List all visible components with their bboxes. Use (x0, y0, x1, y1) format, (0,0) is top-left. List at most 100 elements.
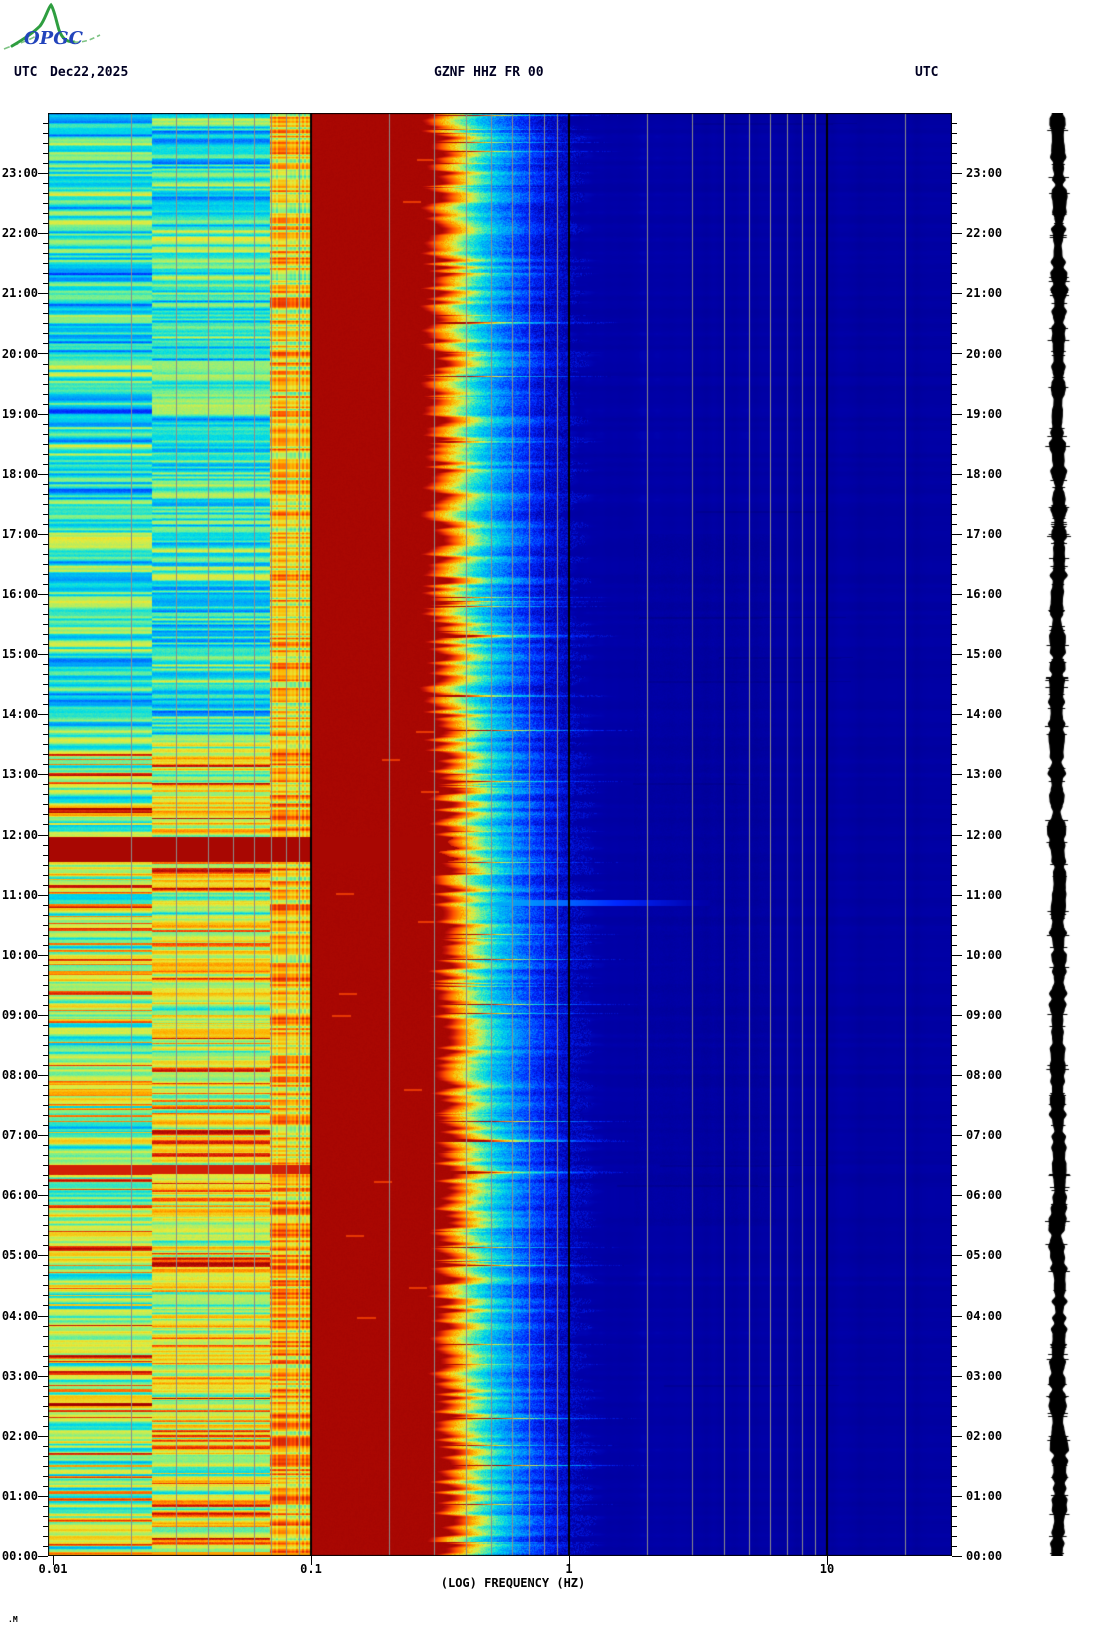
y-tick-right (952, 1135, 962, 1136)
y-tick-left (38, 714, 48, 715)
y-tick-right (952, 835, 962, 836)
y-tick-left (43, 995, 48, 996)
y-tick-right (952, 684, 957, 685)
logo-mountain-icon (10, 2, 76, 48)
y-axis-label-left: 01:00 (1, 1488, 38, 1503)
y-tick-left (43, 1205, 48, 1206)
y-tick-left (43, 674, 48, 675)
y-tick-left (43, 1105, 48, 1106)
y-tick-right (952, 985, 957, 986)
y-tick-right (952, 1295, 957, 1296)
y-tick-left (43, 554, 48, 555)
y-tick-right (952, 1045, 957, 1046)
y-axis-label-left: 08:00 (1, 1068, 38, 1082)
y-axis-label-left: 22:00 (1, 226, 38, 241)
y-tick-left (43, 1466, 48, 1467)
y-tick-right (952, 905, 957, 906)
y-tick-left (43, 544, 48, 545)
y-axis-label-left: 16:00 (1, 587, 38, 601)
y-tick-left (43, 1265, 48, 1266)
y-tick-right (952, 1215, 957, 1216)
y-tick-right (952, 1436, 962, 1437)
y-tick-left (43, 313, 48, 314)
y-tick-left (43, 1456, 48, 1457)
y-tick-right (952, 724, 957, 725)
y-tick-right (952, 524, 957, 525)
y-tick-left (43, 985, 48, 986)
y-tick-left (43, 444, 48, 445)
y-tick-right (952, 1406, 957, 1407)
y-tick-left (43, 925, 48, 926)
y-tick-left (43, 464, 48, 465)
y-tick-right (952, 1025, 957, 1026)
x-tick (311, 1556, 312, 1565)
y-tick-left (43, 143, 48, 144)
y-axis-label-right: 04:00 (966, 1308, 1003, 1323)
y-tick-right (952, 394, 957, 395)
y-tick-right (952, 1326, 957, 1327)
y-tick-right (952, 1165, 957, 1166)
utc-label-right: UTC (915, 65, 939, 80)
y-axis-label-right: 16:00 (966, 587, 1003, 601)
y-tick-left (43, 1275, 48, 1276)
y-axis-label-right: 23:00 (966, 166, 1003, 181)
y-tick-right (952, 263, 957, 264)
y-tick-left (43, 243, 48, 244)
y-tick-left (43, 504, 48, 505)
y-tick-left (43, 1175, 48, 1176)
y-tick-right (952, 253, 957, 254)
y-tick-left (43, 1095, 48, 1096)
y-tick-right (952, 424, 957, 425)
y-tick-right (952, 193, 957, 194)
y-tick-right (952, 754, 957, 755)
y-axis-label-right: 22:00 (966, 226, 1003, 241)
y-tick-right (952, 965, 957, 966)
y-axis-label-left: 00:00 (1, 1549, 38, 1563)
y-tick-left (43, 1346, 48, 1347)
y-tick-right (952, 1245, 957, 1246)
y-axis-label-left: 04:00 (1, 1308, 38, 1323)
y-tick-right (952, 855, 957, 856)
y-tick-left (38, 1015, 48, 1016)
y-tick-left (43, 935, 48, 936)
y-axis-label-right: 08:00 (966, 1068, 1003, 1082)
y-tick-left (43, 153, 48, 154)
y-axis-label-right: 20:00 (966, 346, 1003, 361)
y-tick-left (43, 484, 48, 485)
y-axis-label-right: 06:00 (966, 1188, 1003, 1203)
y-tick-left (43, 494, 48, 495)
y-axis-label-left: 23:00 (1, 166, 38, 181)
y-tick-right (952, 945, 957, 946)
y-tick-right (952, 654, 962, 655)
y-axis-label-left: 13:00 (1, 767, 38, 782)
y-tick-right (952, 404, 957, 405)
y-tick-left (38, 1436, 48, 1437)
y-tick-left (43, 1045, 48, 1046)
y-axis-label-right: 05:00 (966, 1248, 1003, 1263)
y-tick-left (38, 353, 48, 354)
y-tick-right (952, 995, 957, 996)
y-axis-label-right: 09:00 (966, 1007, 1003, 1022)
y-tick-left (43, 1396, 48, 1397)
y-tick-right (952, 784, 957, 785)
y-tick-right (952, 1065, 957, 1066)
y-tick-left (43, 1526, 48, 1527)
y-tick-right (952, 774, 962, 775)
y-tick-left (38, 173, 48, 174)
y-tick-left (38, 1135, 48, 1136)
y-tick-right (952, 584, 957, 585)
y-tick-left (43, 604, 48, 605)
y-tick-left (43, 283, 48, 284)
y-tick-left (38, 233, 48, 234)
y-tick-left (43, 1326, 48, 1327)
y-axis-label-right: 10:00 (966, 947, 1003, 962)
y-axis-label-right: 03:00 (966, 1368, 1003, 1383)
y-axis-label-left: 06:00 (1, 1188, 38, 1203)
y-tick-right (952, 644, 957, 645)
y-tick-left (43, 1125, 48, 1126)
y-tick-right (952, 323, 957, 324)
y-tick-left (43, 323, 48, 324)
y-tick-left (43, 1235, 48, 1236)
y-tick-left (43, 1356, 48, 1357)
